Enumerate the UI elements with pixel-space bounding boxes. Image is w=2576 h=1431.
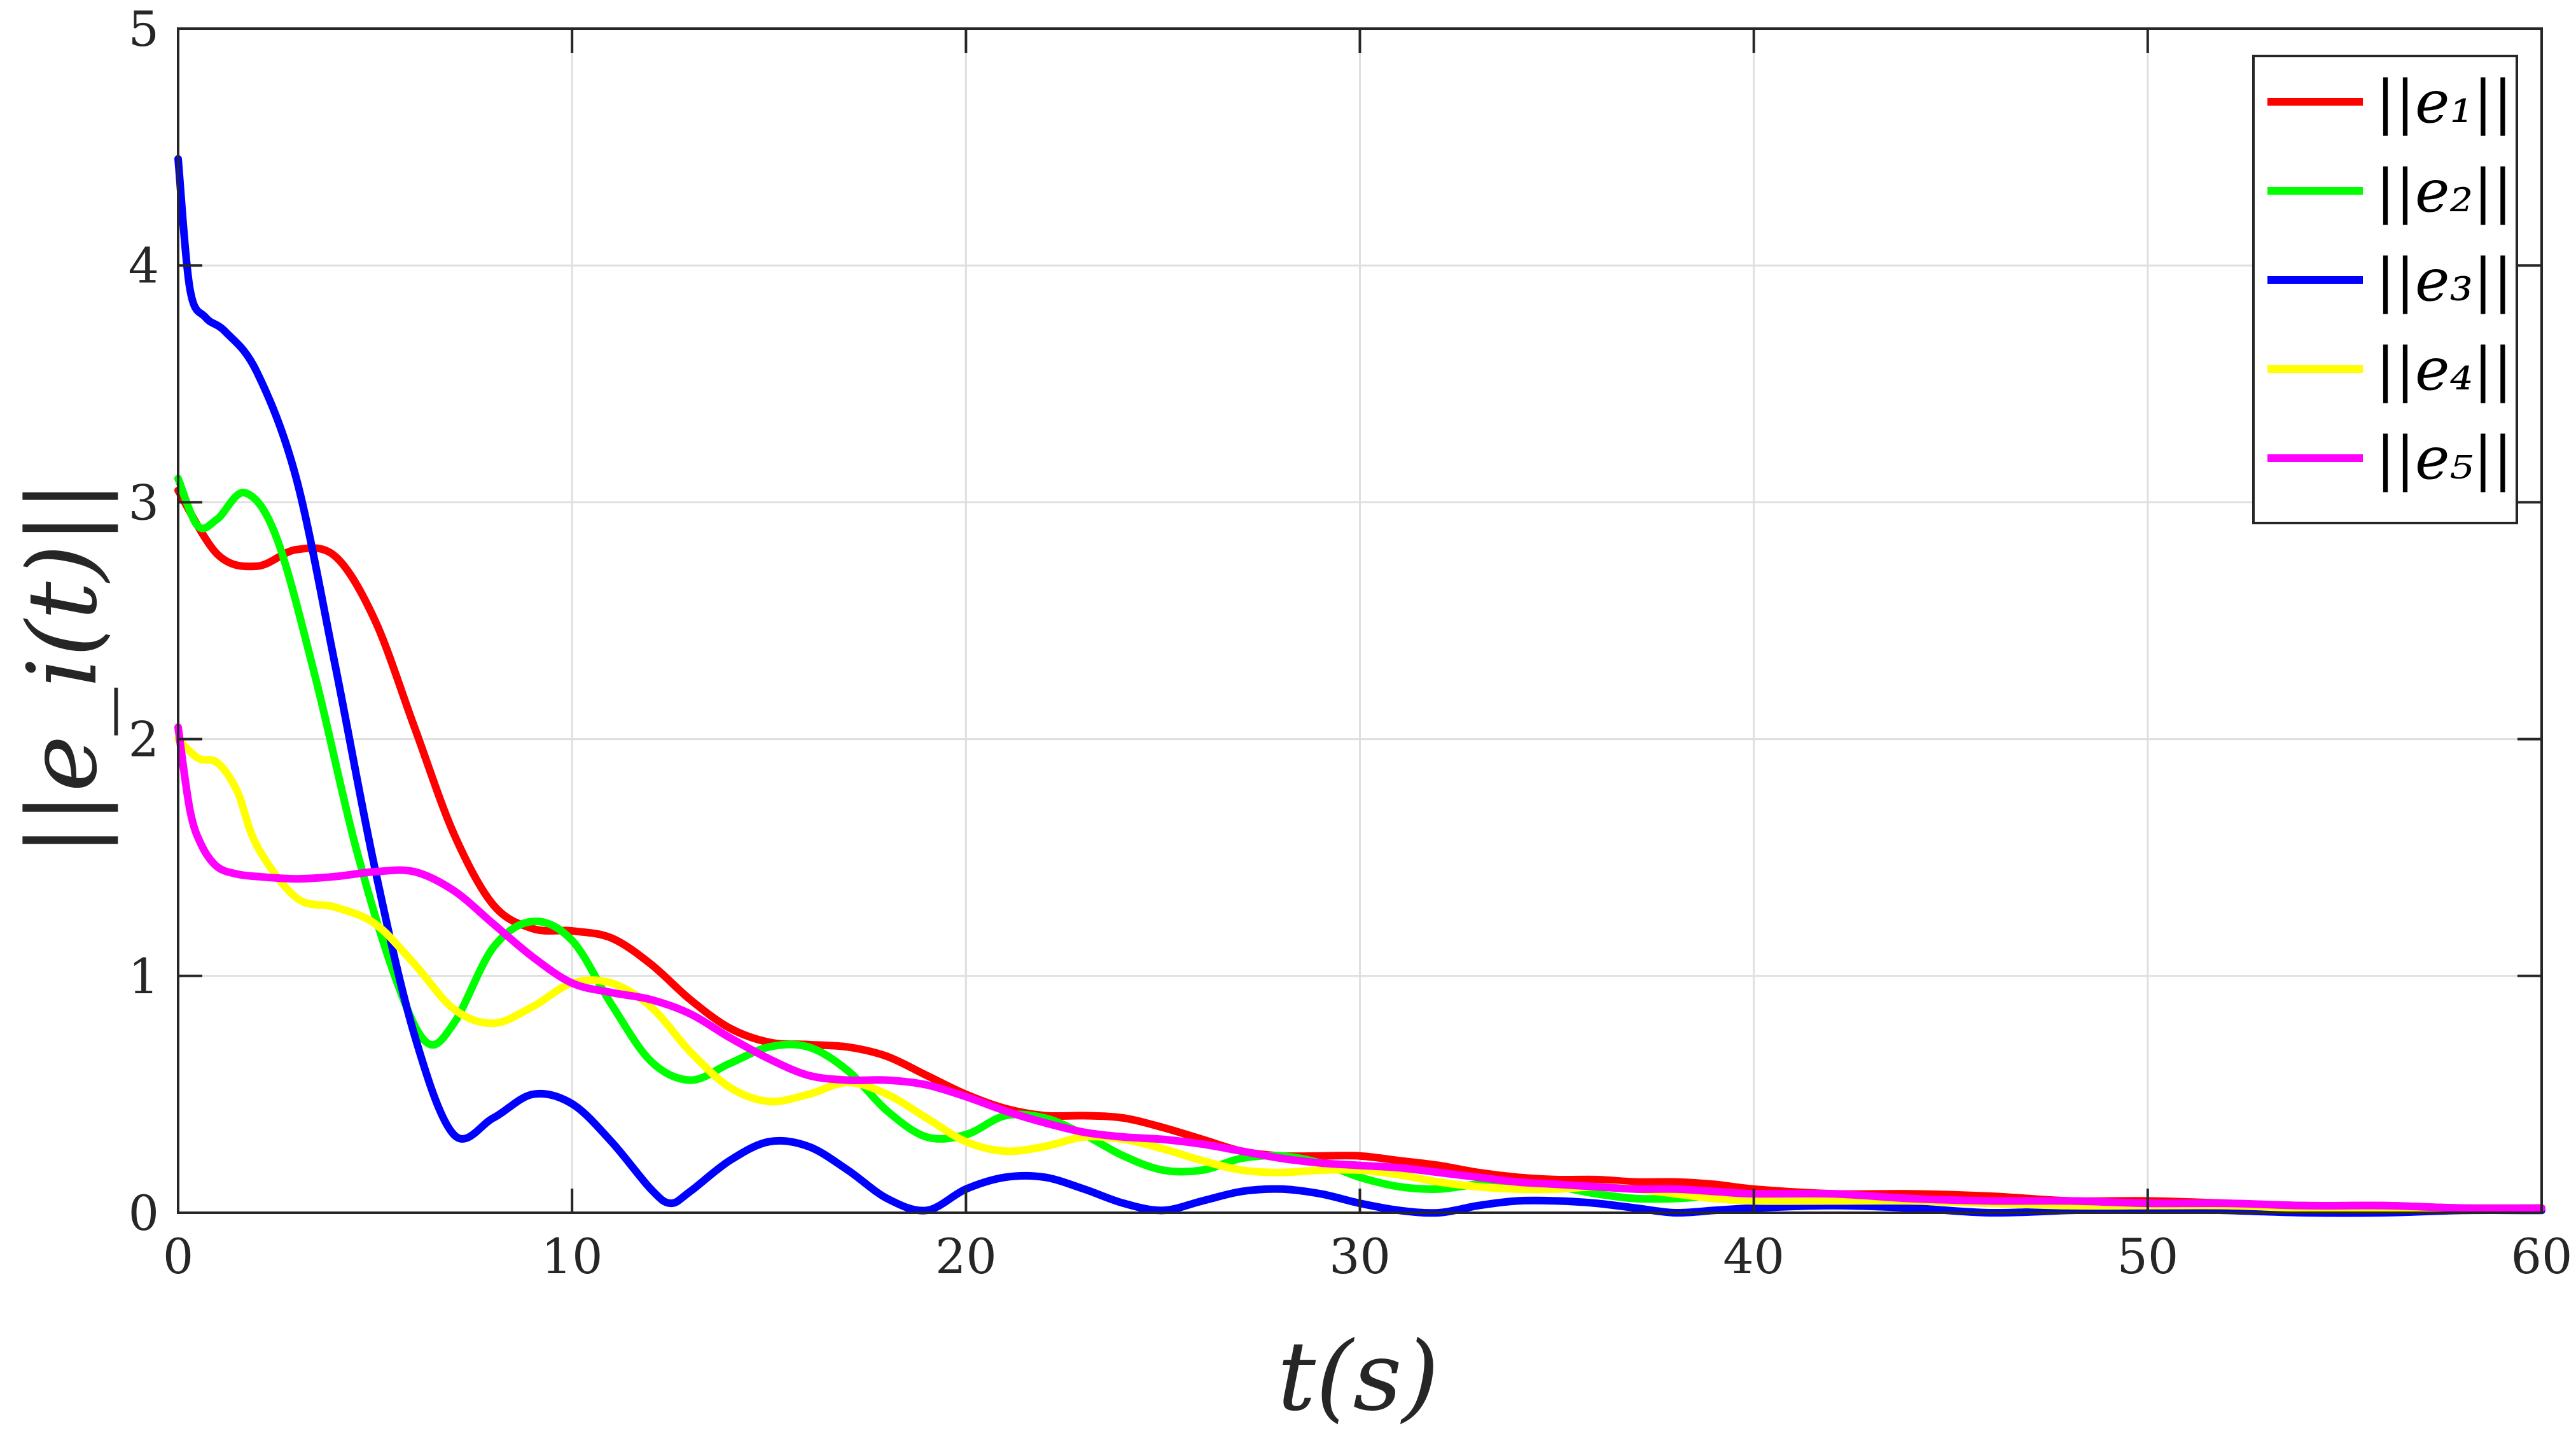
legend-label-e1: ||e₁|| [2376,68,2512,136]
series-line-e1 [174,486,2545,1212]
x-tick-label: 0 [163,1228,193,1285]
y-tick-label: 5 [129,1,159,57]
x-tick-label: 20 [935,1228,997,1285]
legend-label-e4: ||e₄|| [2376,335,2512,403]
y-tick-label: 3 [129,474,159,531]
plot-lines [174,155,2545,1217]
y-tick-label: 1 [129,948,159,1005]
legend-label-e3: ||e₃|| [2376,246,2512,314]
x-tick-label: 50 [2117,1228,2178,1285]
x-tick-label: 30 [1329,1228,1391,1285]
legend: ||e₁|| ||e₂|| ||e₃|| ||e₄|| ||e₅|| [2252,55,2518,524]
legend-label-e2: ||e₂|| [2376,157,2512,225]
y-tick-label: 0 [129,1185,159,1241]
tick-labels: 0 10 20 30 40 50 60 0 1 2 3 4 5 [129,1,2573,1285]
y-tick-label: 4 [129,237,159,294]
legend-box [2252,55,2518,524]
axes [177,27,2543,1214]
x-tick-label: 60 [2511,1228,2573,1285]
y-tick-label: 2 [129,711,159,768]
series-line-e5 [174,723,2545,1212]
x-axis-title: t(s) [1278,1322,1439,1431]
x-tick-label: 10 [541,1228,603,1285]
x-tick-label: 40 [1723,1228,1785,1285]
legend-label-e5: ||e₅|| [2376,424,2512,492]
y-axis-title: ||e_i(t)|| [8,480,118,856]
grid [178,29,2542,1213]
